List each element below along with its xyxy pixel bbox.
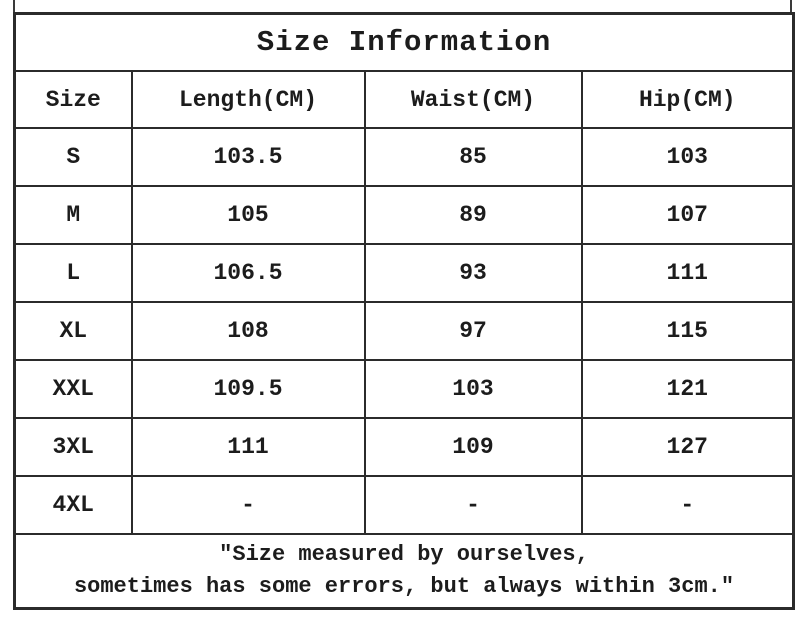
- table-title: Size Information: [13, 12, 795, 72]
- waist-value: 89: [363, 185, 583, 245]
- size-label: XXL: [13, 359, 133, 419]
- table-row-xl: XL 108 97 115: [13, 301, 795, 361]
- length-value: 111: [130, 417, 366, 477]
- table-header-row: Size Length(CM) Waist(CM) Hip(CM): [13, 70, 795, 129]
- column-header-hip: Hip(CM): [580, 70, 795, 129]
- size-disclaimer-line-2: sometimes has some errors, but always wi…: [73, 574, 735, 599]
- hip-value: 103: [580, 127, 795, 187]
- column-header-waist: Waist(CM): [363, 70, 583, 129]
- length-value: -: [130, 475, 366, 535]
- length-value: 103.5: [130, 127, 366, 187]
- length-value: 109.5: [130, 359, 366, 419]
- length-value: 108: [130, 301, 366, 361]
- top-right-corner-tick: [790, 0, 792, 13]
- waist-value: 93: [363, 243, 583, 303]
- size-label: L: [13, 243, 133, 303]
- table-footnote-row: ″Size measured by ourselves, sometimes h…: [13, 533, 795, 610]
- hip-value: 111: [580, 243, 795, 303]
- table-row-xxl: XXL 109.5 103 121: [13, 359, 795, 419]
- waist-value: 109: [363, 417, 583, 477]
- hip-value: 107: [580, 185, 795, 245]
- table-row-s: S 103.5 85 103: [13, 127, 795, 187]
- table-row-l: L 106.5 93 111: [13, 243, 795, 303]
- size-label: 3XL: [13, 417, 133, 477]
- size-label: M: [13, 185, 133, 245]
- size-label: S: [13, 127, 133, 187]
- top-left-corner-tick: [13, 0, 15, 13]
- size-disclaimer: ″Size measured by ourselves, sometimes h…: [13, 533, 795, 610]
- table-row: Size Information: [13, 12, 795, 72]
- column-header-length: Length(CM): [130, 70, 366, 129]
- size-disclaimer-line-1: ″Size measured by ourselves,: [219, 542, 589, 567]
- size-information-table: Size Information Size Length(CM) Waist(C…: [13, 12, 796, 610]
- waist-value: 97: [363, 301, 583, 361]
- hip-value: 127: [580, 417, 795, 477]
- table-row-4xl: 4XL - - -: [13, 475, 795, 535]
- length-value: 106.5: [130, 243, 366, 303]
- table-row-3xl: 3XL 111 109 127: [13, 417, 795, 477]
- waist-value: 85: [363, 127, 583, 187]
- hip-value: -: [580, 475, 795, 535]
- hip-value: 121: [580, 359, 795, 419]
- waist-value: -: [363, 475, 583, 535]
- length-value: 105: [130, 185, 366, 245]
- size-label: 4XL: [13, 475, 133, 535]
- hip-value: 115: [580, 301, 795, 361]
- column-header-size: Size: [13, 70, 133, 129]
- table-row-m: M 105 89 107: [13, 185, 795, 245]
- waist-value: 103: [363, 359, 583, 419]
- size-label: XL: [13, 301, 133, 361]
